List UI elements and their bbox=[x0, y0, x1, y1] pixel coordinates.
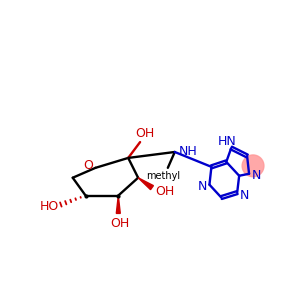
Text: OH: OH bbox=[111, 217, 130, 230]
Text: HO: HO bbox=[39, 200, 58, 213]
Text: O: O bbox=[84, 159, 94, 172]
Text: NH: NH bbox=[179, 146, 197, 158]
Text: N: N bbox=[239, 189, 249, 202]
Text: N: N bbox=[251, 169, 261, 182]
Text: OH: OH bbox=[135, 127, 155, 140]
Polygon shape bbox=[116, 196, 120, 213]
Circle shape bbox=[242, 155, 264, 177]
Text: OH: OH bbox=[155, 185, 175, 198]
Text: N: N bbox=[198, 180, 207, 193]
Text: HN: HN bbox=[218, 135, 237, 148]
Polygon shape bbox=[138, 178, 153, 190]
Text: methyl: methyl bbox=[146, 171, 180, 181]
